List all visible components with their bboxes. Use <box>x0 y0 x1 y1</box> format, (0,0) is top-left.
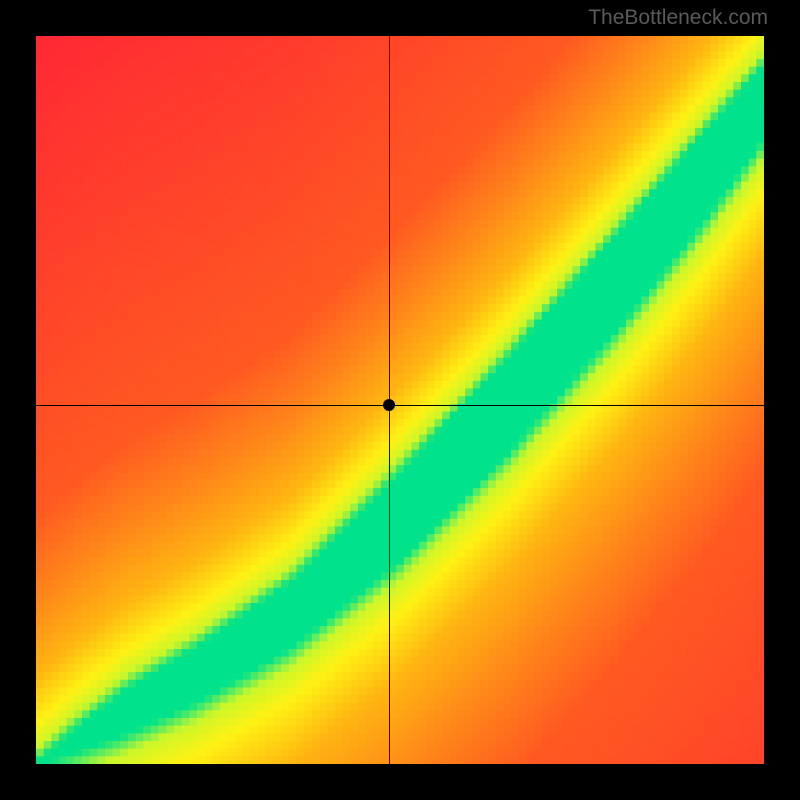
heatmap-canvas <box>36 36 764 764</box>
watermark-text: TheBottleneck.com <box>588 6 768 30</box>
crosshair-horizontal <box>36 405 764 406</box>
heatmap-plot <box>36 36 764 764</box>
bottleneck-marker-dot <box>383 399 395 411</box>
